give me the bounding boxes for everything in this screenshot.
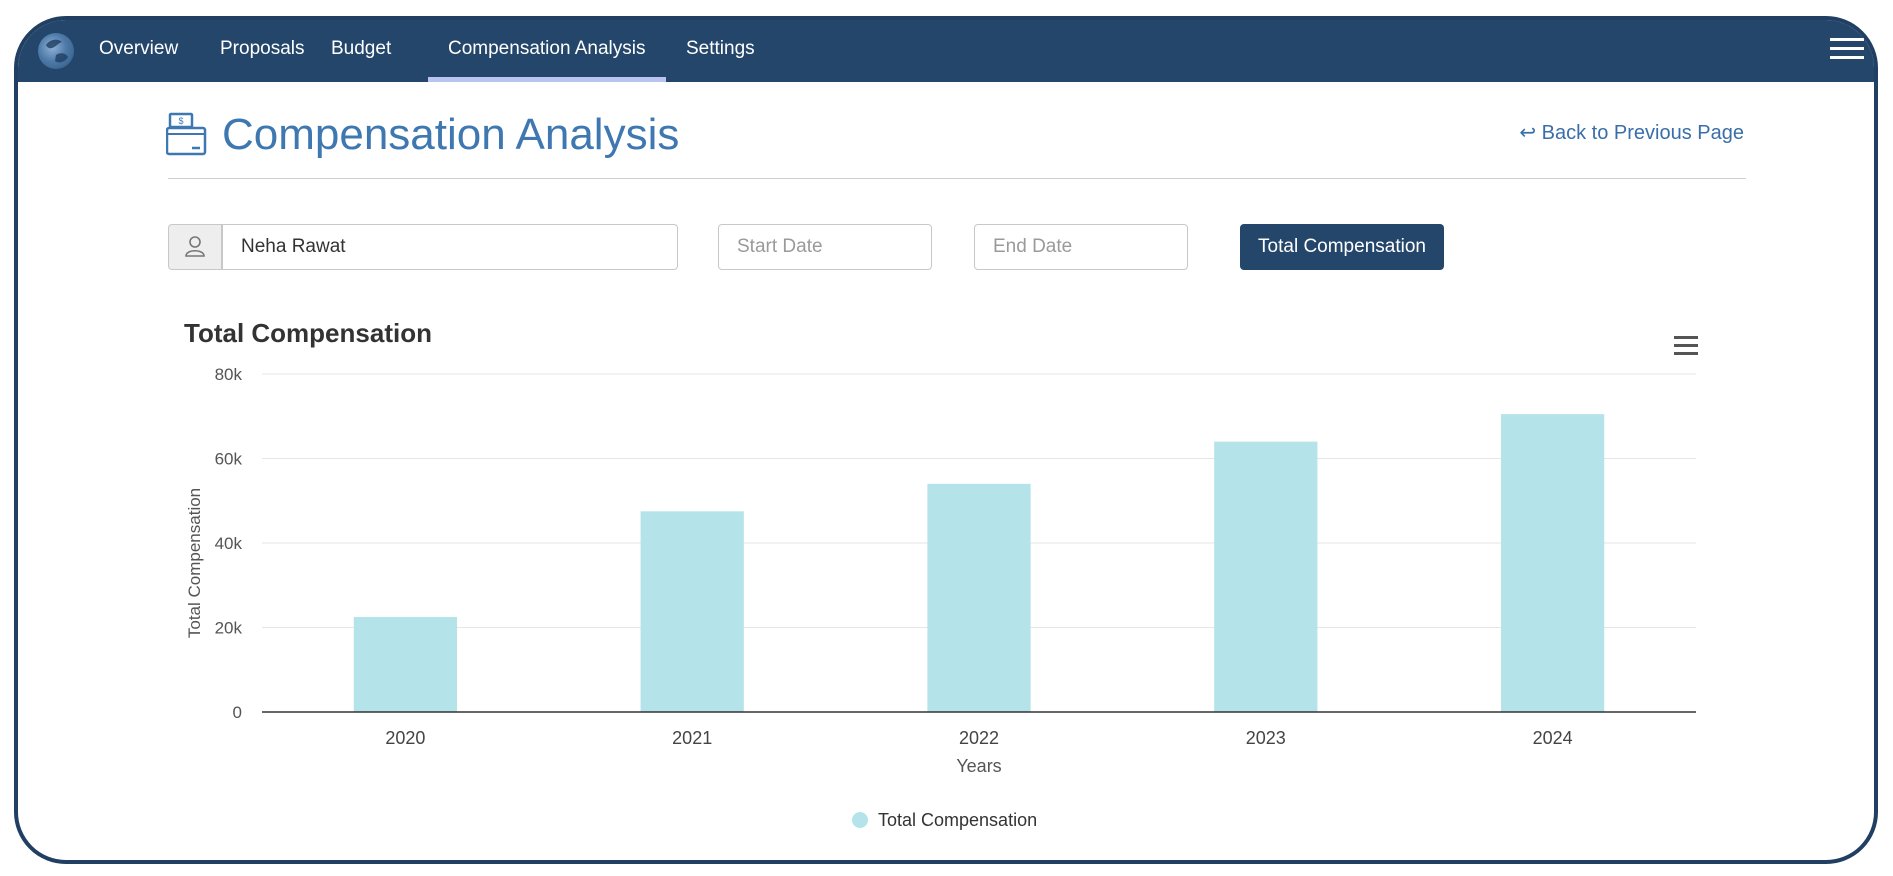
svg-text:$: $ [178,116,183,126]
bar-chart: 0 20k 40k 60k 80k 2020 2021 2022 2023 2024 Years To… [185,365,1696,830]
end-date-input[interactable] [974,224,1188,270]
legend-label: Total Compensation [878,810,1037,830]
top-nav-bar: Overview Proposals Budget Compensation A… [18,20,1874,82]
cash-register-icon: $ [165,112,208,161]
x-tick-label: 2021 [672,728,712,748]
chart-title: Total Compensation [184,318,432,348]
nav-compensation-analysis[interactable]: Compensation Analysis [428,38,666,82]
page-title: Compensation Analysis [222,110,680,159]
x-tick-label: 2020 [385,728,425,748]
app-window: Overview Proposals Budget Compensation A… [14,16,1878,864]
bar [927,483,1031,712]
bar [1214,441,1318,712]
x-axis-title: Years [956,756,1001,776]
y-axis-title: Total Compensation [185,488,204,638]
globe-logo-icon[interactable] [38,33,74,69]
bar [640,511,744,712]
y-tick-label: 40k [215,534,243,553]
hamburger-menu-icon[interactable] [1830,38,1864,64]
total-compensation-button[interactable]: Total Compensation [1240,224,1444,270]
nav-settings[interactable]: Settings [686,38,755,59]
nav-overview[interactable]: Overview [99,38,179,59]
bar [1500,414,1605,712]
start-date-input[interactable] [718,224,932,270]
title-divider [168,178,1746,179]
y-tick-label: 0 [233,703,242,722]
employee-name-input[interactable] [222,224,678,270]
legend-marker [852,812,868,828]
y-tick-label: 60k [215,450,243,469]
chart-menu-icon[interactable] [1674,336,1698,356]
y-tick-label: 20k [215,619,243,638]
y-tick-label: 80k [215,365,243,384]
nav-proposals[interactable]: Proposals [220,38,305,59]
x-tick-label: 2024 [1533,728,1573,748]
x-tick-label: 2023 [1246,728,1286,748]
back-to-previous-page-link[interactable]: ↩ Back to Previous Page [1519,122,1744,144]
nav-budget[interactable]: Budget [331,38,392,59]
user-icon [168,224,222,270]
x-tick-label: 2022 [959,728,999,748]
bar [353,616,458,712]
